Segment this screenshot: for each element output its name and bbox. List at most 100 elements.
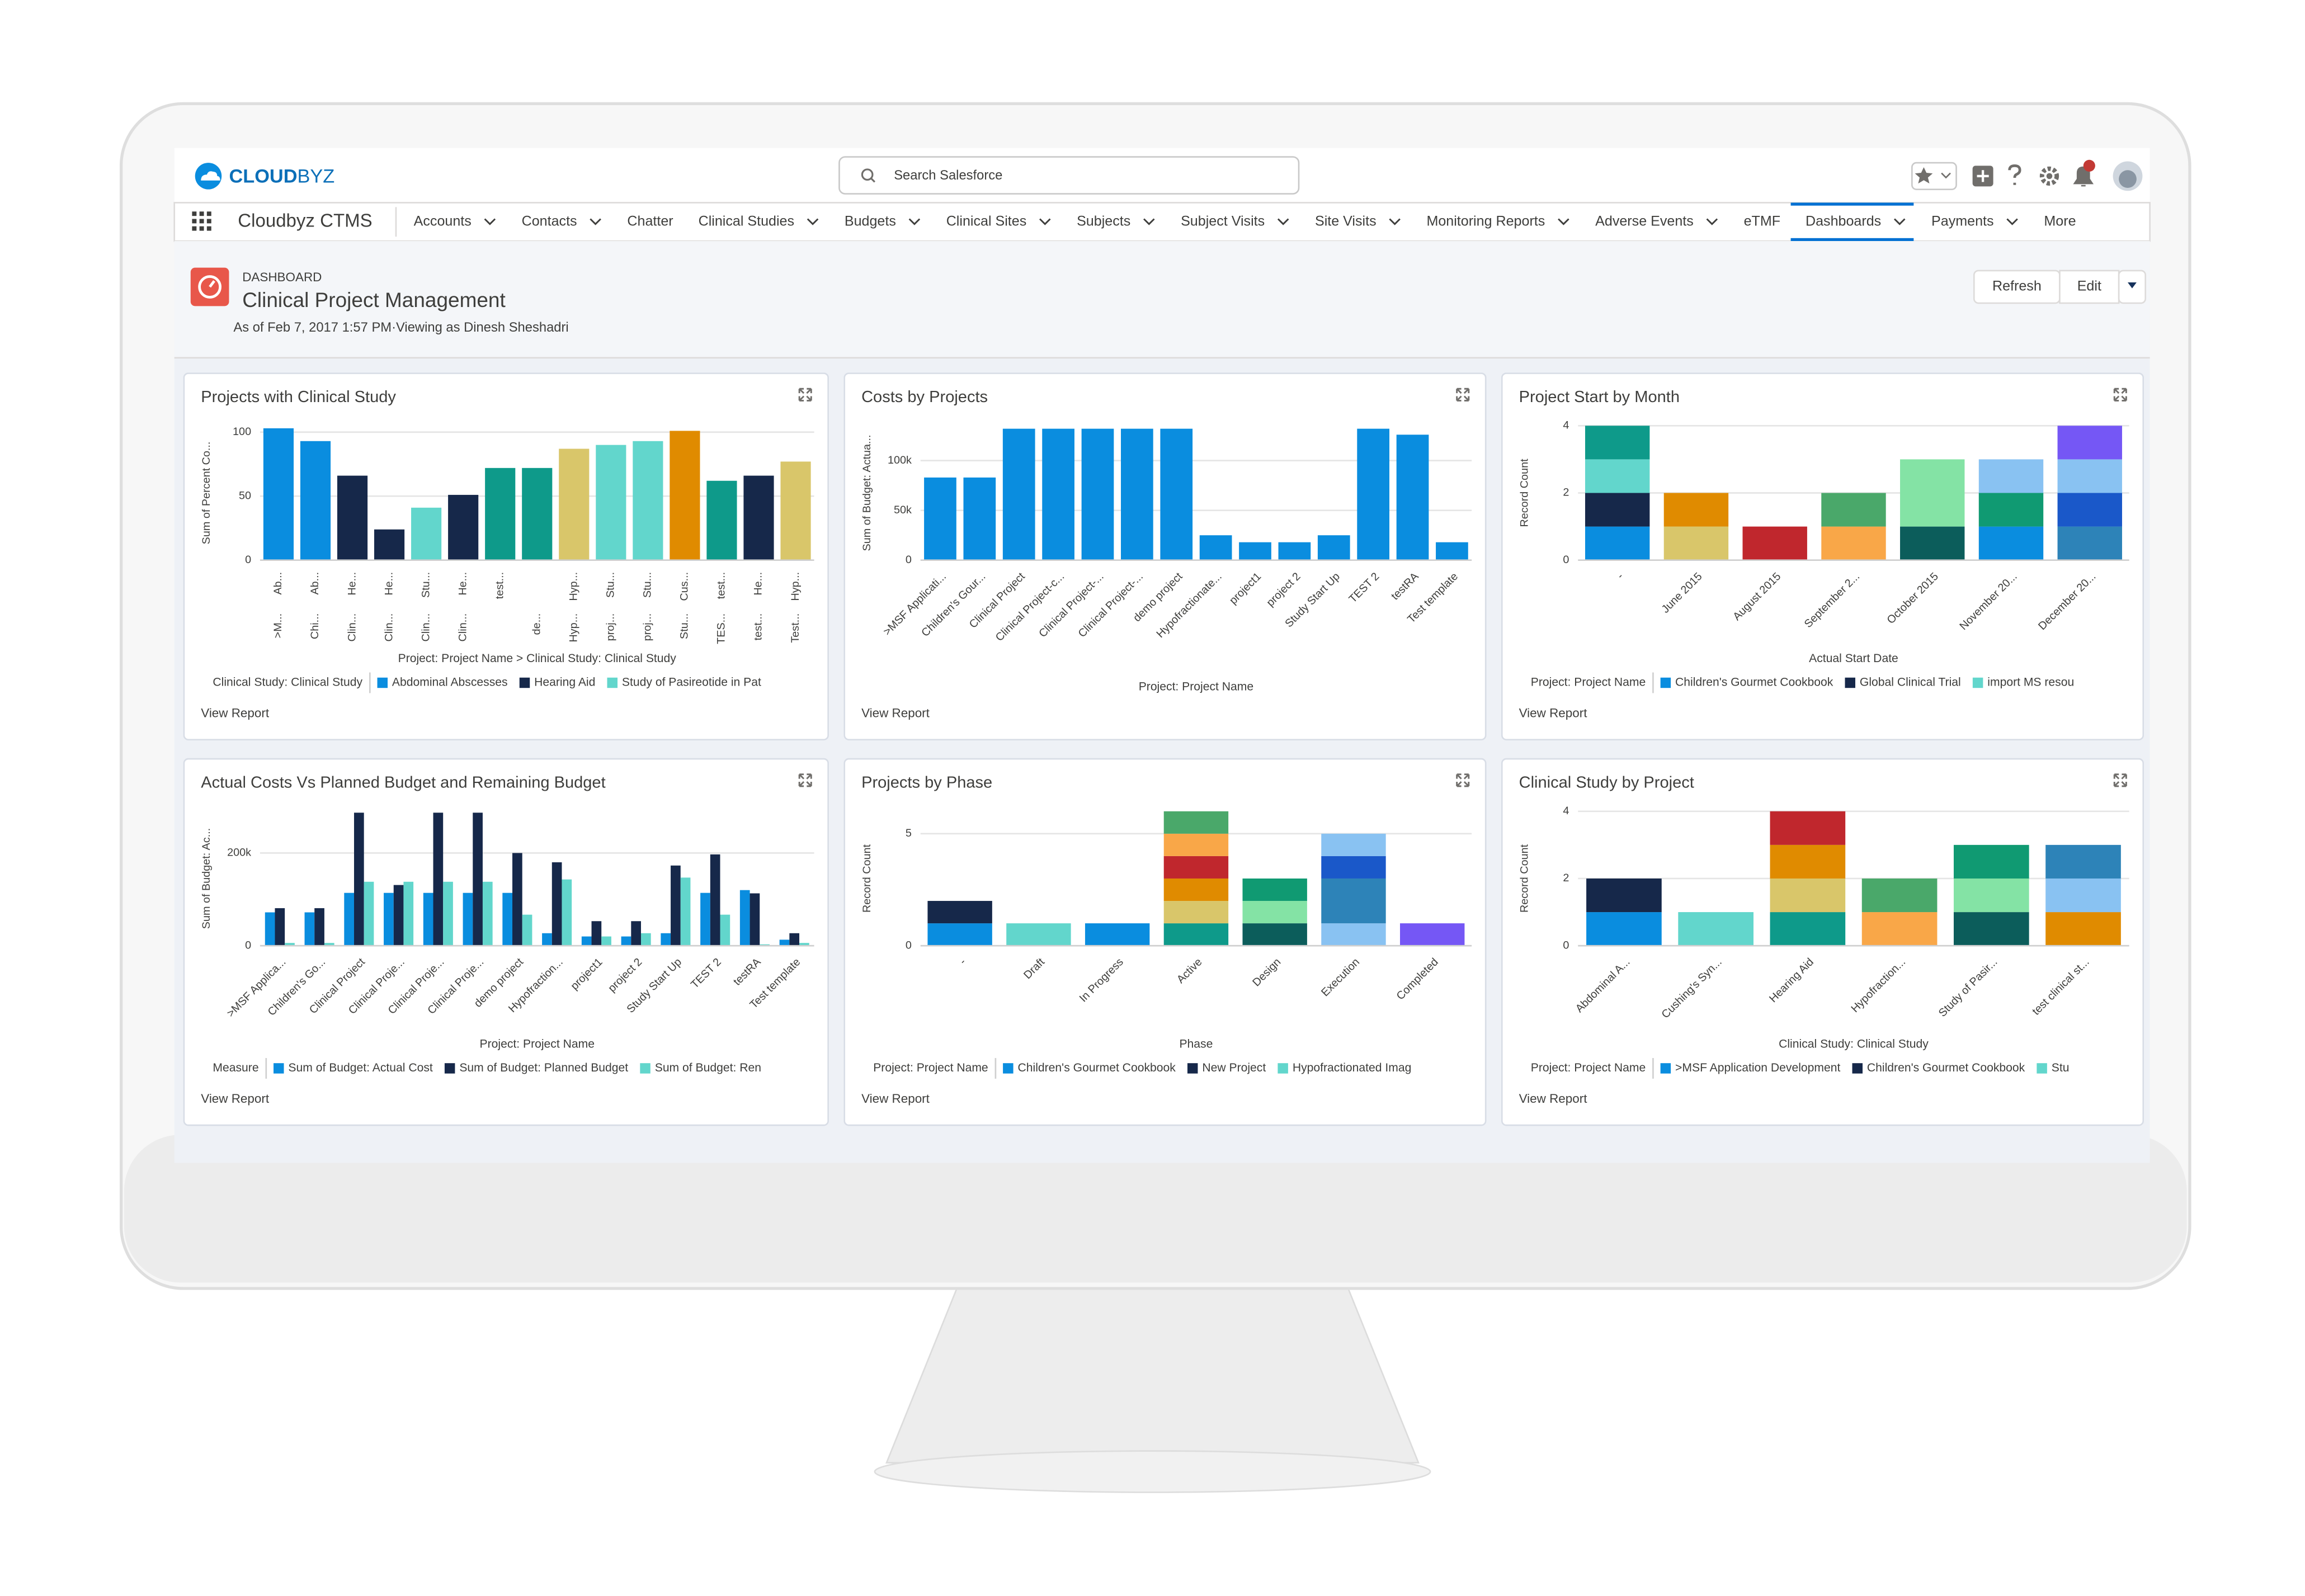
bar bbox=[1396, 435, 1429, 560]
y-tick-label: 0 bbox=[245, 939, 251, 951]
setup-icon[interactable] bbox=[2039, 166, 2059, 186]
x-tick-label: He... bbox=[752, 572, 765, 596]
view-report-link[interactable]: View Report bbox=[861, 1092, 930, 1106]
bar bbox=[403, 881, 414, 946]
x-tick-label: He... bbox=[383, 572, 395, 596]
help-icon[interactable] bbox=[2008, 164, 2021, 185]
edit-label: Edit bbox=[2077, 278, 2101, 294]
legend-swatch bbox=[1972, 677, 1983, 688]
y-tick-label: 50k bbox=[894, 504, 912, 516]
bar bbox=[542, 933, 552, 946]
refresh-label: Refresh bbox=[1992, 278, 2042, 294]
y-axis-label: Record Count bbox=[1518, 459, 1530, 527]
bar-segment bbox=[1978, 526, 2044, 560]
bar-segment bbox=[1821, 526, 1886, 560]
nav-item[interactable]: Monitoring Reports bbox=[1426, 213, 1545, 229]
page-title: Clinical Project Management bbox=[242, 289, 506, 311]
legend-swatch bbox=[1660, 1063, 1671, 1074]
bar bbox=[720, 914, 730, 946]
bar bbox=[621, 936, 631, 946]
x-subtick-label: Clin... bbox=[383, 613, 395, 642]
monitor-stand bbox=[885, 1278, 1420, 1464]
bar bbox=[551, 862, 562, 946]
expand-icon[interactable] bbox=[1456, 773, 1470, 787]
plus-icon bbox=[1977, 170, 1989, 182]
notification-badge bbox=[2083, 159, 2095, 172]
bar bbox=[263, 428, 294, 560]
nav-item[interactable]: Accounts bbox=[414, 213, 472, 229]
nav-item[interactable]: Payments bbox=[1931, 213, 1994, 229]
nav-item-active bbox=[1790, 202, 1914, 242]
nav-item[interactable]: Clinical Studies bbox=[699, 213, 794, 229]
y-tick-label: 0 bbox=[245, 554, 251, 566]
expand-icon[interactable] bbox=[2113, 388, 2127, 402]
bar-segment bbox=[1953, 912, 2029, 946]
bar bbox=[1160, 428, 1193, 560]
view-report-link[interactable]: View Report bbox=[201, 706, 270, 720]
bar bbox=[1239, 542, 1271, 560]
x-subtick-label: test... bbox=[752, 613, 765, 640]
expand-icon[interactable] bbox=[2113, 773, 2127, 787]
nav-item[interactable]: Dashboards bbox=[1806, 213, 1881, 229]
nav-item[interactable]: Chatter bbox=[627, 213, 673, 229]
bar bbox=[1081, 428, 1114, 560]
legend-label: Children's Gourmet Cookbook bbox=[1675, 676, 1833, 689]
x-subtick-label: Chi... bbox=[309, 613, 321, 639]
search-icon bbox=[861, 168, 874, 181]
nav-chevron bbox=[1558, 218, 1569, 225]
bar bbox=[591, 921, 602, 946]
bar bbox=[743, 475, 774, 560]
bar bbox=[739, 890, 750, 946]
gauge-icon bbox=[198, 275, 221, 299]
legend-label: New Project bbox=[1202, 1061, 1266, 1074]
legend-title: Project: Project Name bbox=[1531, 676, 1646, 689]
notifications-icon[interactable] bbox=[2073, 166, 2094, 187]
star-icon bbox=[1915, 167, 1933, 184]
launcher-dot bbox=[192, 211, 197, 216]
bar-segment bbox=[1770, 844, 1846, 879]
view-report-link[interactable]: View Report bbox=[1519, 706, 1588, 720]
nav-item[interactable]: eTMF bbox=[1744, 213, 1780, 229]
legend-label: Hearing Aid bbox=[534, 676, 595, 689]
nav-item[interactable]: Clinical Sites bbox=[946, 213, 1027, 229]
bar bbox=[601, 936, 611, 946]
bar bbox=[779, 939, 790, 946]
nav-chevron bbox=[807, 218, 819, 225]
view-report-link[interactable]: View Report bbox=[201, 1092, 270, 1106]
bar bbox=[1199, 535, 1232, 560]
nav-item[interactable]: More bbox=[2044, 213, 2076, 229]
chart-panel: Costs by Projects 0 50k 100k Sum of Budget: … bbox=[843, 372, 1487, 740]
nav-active-underline bbox=[1790, 238, 1914, 242]
expand-icon[interactable] bbox=[798, 773, 812, 787]
nav-item[interactable]: Budgets bbox=[845, 213, 896, 229]
nav-item[interactable]: Adverse Events bbox=[1595, 213, 1694, 229]
launcher-dot bbox=[206, 219, 211, 224]
expand-icon[interactable] bbox=[1456, 388, 1470, 402]
bar-segment bbox=[1900, 459, 1965, 527]
expand-icon[interactable] bbox=[798, 388, 812, 402]
view-report-link[interactable]: View Report bbox=[861, 706, 930, 720]
bar bbox=[633, 441, 663, 560]
bar-segment bbox=[1242, 923, 1307, 946]
bar bbox=[780, 461, 811, 560]
x-subtick-label: Test... bbox=[789, 613, 802, 643]
bar-segment bbox=[1861, 912, 1938, 946]
bar bbox=[924, 477, 956, 560]
y-tick-label: 100k bbox=[888, 454, 912, 466]
search-box[interactable] bbox=[838, 156, 1300, 195]
bar bbox=[304, 912, 315, 946]
view-report-link[interactable]: View Report bbox=[1519, 1092, 1588, 1106]
chart-title: Clinical Study by Project bbox=[1519, 773, 1694, 791]
app-launcher[interactable] bbox=[192, 211, 211, 231]
nav-chevron bbox=[1893, 218, 1906, 225]
nav-item[interactable]: Contacts bbox=[522, 213, 577, 229]
legend-label: Study of Pasireotide in Pat bbox=[622, 676, 761, 689]
nav-item[interactable]: Subject Visits bbox=[1181, 213, 1265, 229]
bar bbox=[700, 893, 710, 946]
edit-button[interactable] bbox=[2059, 270, 2120, 304]
nav-item[interactable]: Subjects bbox=[1077, 213, 1130, 229]
bar bbox=[670, 431, 700, 560]
page-header bbox=[174, 241, 2150, 358]
nav-item[interactable]: Site Visits bbox=[1315, 213, 1377, 229]
legend-title: Measure bbox=[213, 1061, 258, 1074]
